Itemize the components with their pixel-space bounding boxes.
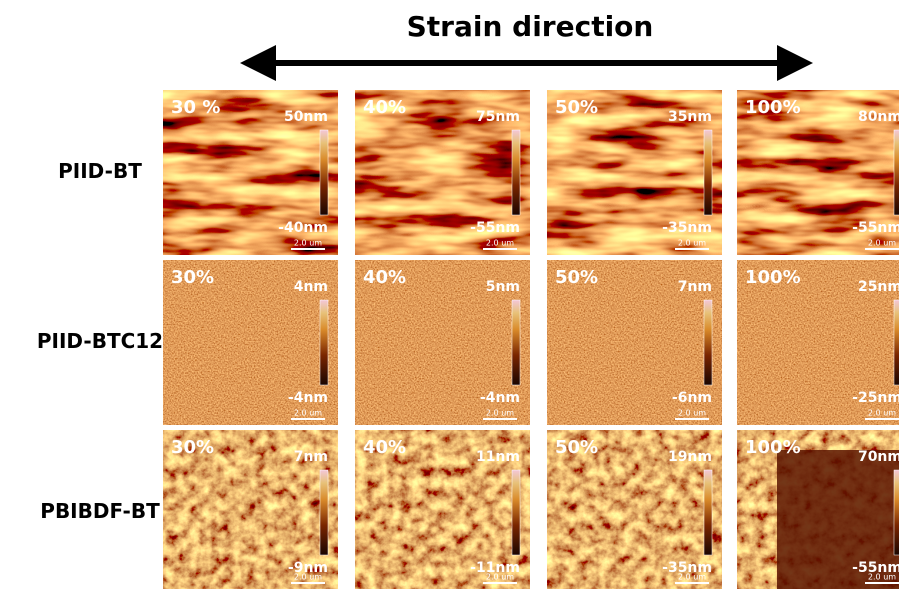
title: Strain direction (407, 10, 654, 43)
strain-label: 40% (363, 267, 406, 288)
scale-min: -55nm (470, 220, 520, 236)
strain-label: 30% (171, 437, 214, 458)
scale-max: 50nm (284, 109, 328, 125)
afm-panel: 100% 80nm -55nm 2.0 um (737, 90, 899, 255)
color-bar (894, 130, 899, 215)
scale-bar-label: 2.0 um (868, 573, 896, 582)
scale-bar-label: 2.0 um (868, 239, 896, 248)
scale-min: -4nm (480, 390, 520, 406)
strain-label: 40% (363, 97, 406, 118)
afm-panel: 30% 4nm -4nm 2.0 um (163, 260, 338, 425)
scale-max: 80nm (858, 109, 899, 125)
afm-panel: 40% 75nm -55nm 2.0 um (355, 90, 530, 255)
afm-panel: 40% 5nm -4nm 2.0 um (355, 260, 530, 425)
scale-bar-label: 2.0 um (294, 573, 322, 582)
panel-grid: PIID-BT 30 % 50nm -40nm 2.0 um 40% 75nm -55nm 2.… (37, 90, 899, 589)
scale-max: 7nm (294, 449, 328, 465)
scale-min: -55nm (852, 220, 899, 236)
afm-panel: 100% 25nm -25nm 2.0 um (737, 260, 899, 425)
row-label: PBIBDF-BT (40, 499, 160, 523)
strain-label: 50% (555, 267, 598, 288)
strain-label: 50% (555, 437, 598, 458)
scale-bar-label: 2.0 um (294, 409, 322, 418)
afm-panel: 50% 7nm -6nm 2.0 um (547, 260, 722, 425)
scale-bar-label: 2.0 um (678, 239, 706, 248)
scale-max: 75nm (476, 109, 520, 125)
scale-max: 5nm (486, 279, 520, 295)
strain-label: 30 % (171, 97, 220, 118)
scale-max: 25nm (858, 279, 899, 295)
scale-max: 70nm (858, 449, 899, 465)
afm-panel: 30 % 50nm -40nm 2.0 um (163, 90, 338, 255)
color-bar (512, 470, 520, 555)
scale-bar-label: 2.0 um (678, 573, 706, 582)
color-bar (320, 130, 328, 215)
figure: Strain direction PIID-BT 30 % 50nm -40nm 2.0… (0, 0, 899, 589)
color-bar (894, 300, 899, 385)
scale-max: 35nm (668, 109, 712, 125)
scale-max: 11nm (476, 449, 520, 465)
strain-label: 100% (745, 437, 801, 458)
color-bar (512, 130, 520, 215)
scale-bar-label: 2.0 um (486, 573, 514, 582)
scale-min: -25nm (852, 390, 899, 406)
strain-label: 100% (745, 267, 801, 288)
scale-min: -35nm (662, 220, 712, 236)
scale-max: 7nm (678, 279, 712, 295)
color-bar (704, 130, 712, 215)
scale-max: 19nm (668, 449, 712, 465)
scale-max: 4nm (294, 279, 328, 295)
row-label: PIID-BT (58, 159, 142, 183)
scale-bar-label: 2.0 um (678, 409, 706, 418)
page: Strain direction PIID-BT 30 % 50nm -40nm 2.0… (0, 0, 899, 589)
color-bar (704, 470, 712, 555)
scale-min: -6nm (672, 390, 712, 406)
row-label: PIID-BTC12 (37, 329, 163, 353)
strain-label: 40% (363, 437, 406, 458)
color-bar (320, 300, 328, 385)
scale-bar-label: 2.0 um (486, 239, 514, 248)
color-bar (320, 470, 328, 555)
scale-bar-label: 2.0 um (868, 409, 896, 418)
color-bar (704, 300, 712, 385)
strain-label: 100% (745, 97, 801, 118)
strain-label: 30% (171, 267, 214, 288)
scale-bar-label: 2.0 um (486, 409, 514, 418)
color-bar (894, 470, 899, 555)
strain-label: 50% (555, 97, 598, 118)
color-bar (512, 300, 520, 385)
scale-bar-label: 2.0 um (294, 239, 322, 248)
scale-min: -40nm (278, 220, 328, 236)
afm-panel: 50% 35nm -35nm 2.0 um (547, 90, 722, 255)
scale-min: -4nm (288, 390, 328, 406)
